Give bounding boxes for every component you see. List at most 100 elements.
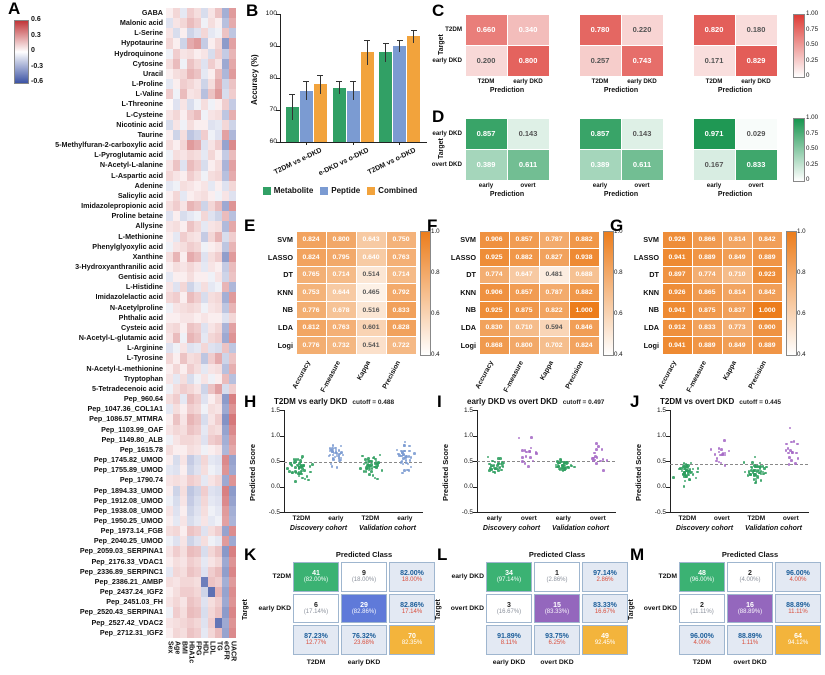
panel-c-label: C [432, 1, 445, 20]
heatmap-cell [208, 322, 215, 334]
data-point [303, 469, 306, 472]
table-row-label: overt DKD [643, 604, 677, 612]
heatmap-cell [187, 302, 194, 313]
data-point [788, 426, 792, 430]
model-cell: 0.787 [539, 231, 569, 249]
data-point [331, 444, 335, 447]
panel-k: K Predicted Class Target T2DM early DKD 41(… [240, 545, 435, 675]
heatmap-cell [201, 262, 208, 273]
heatmap-row-label: Pep_2386.21_AMBP [94, 576, 163, 586]
panel-j: J T2DM vs overt DKD cutoff = 0.445 Predi… [626, 392, 825, 545]
heatmap-cell [201, 68, 208, 80]
panel-a-label: A [8, 0, 21, 18]
heatmap-cell [208, 241, 215, 252]
heatmap-cell [180, 201, 187, 212]
heatmap-cell [215, 414, 222, 425]
model-cell: 0.776 [296, 337, 326, 354]
data-point [400, 454, 403, 458]
data-point [530, 436, 533, 439]
heatmap-cell [229, 465, 236, 476]
data-point [339, 451, 343, 455]
heatmap-row-label: Pep_1149.80_ALB [101, 434, 163, 444]
model-row-label: NB [465, 305, 476, 315]
heatmap-row-label: N-Acetylproline [109, 302, 163, 312]
heatmap-cell [215, 444, 222, 456]
heatmap-cell [208, 627, 215, 638]
heatmap-cell [201, 373, 208, 384]
heatmap-cell [166, 89, 173, 100]
heatmap-cell [229, 424, 236, 435]
heatmap-cell [173, 292, 180, 303]
heatmap-cell [173, 241, 180, 252]
x-tick-label: overt [589, 515, 606, 522]
matrix-cell: 0.833 [735, 149, 777, 180]
data-point [490, 464, 493, 467]
data-point [762, 472, 765, 476]
model-cell: 0.875 [509, 301, 539, 319]
matrix-cell: 0.829 [735, 45, 777, 76]
heatmap-cell [187, 444, 194, 456]
heatmap-cell [187, 150, 194, 161]
data-point [375, 462, 378, 466]
heatmap-cell [173, 129, 180, 141]
cell-value: 64 [794, 633, 802, 641]
y-axis-label: Predicted Score [634, 443, 643, 501]
colorbar-tick: 0 [31, 47, 35, 54]
cutoff-label: cutoff = 0.488 [352, 399, 395, 406]
model-cell: 0.688 [569, 266, 599, 284]
legend-label: Peptide [331, 186, 361, 195]
heatmap-cell [180, 607, 187, 618]
model-row-label: SVM [277, 235, 293, 244]
model-cell: 0.647 [509, 266, 539, 284]
heatmap-row-label: Pep_2437.24_IGF2 [99, 587, 163, 597]
panel-e: E SVM LASSO DT KNN NB LDA Logi 0.824 0.800 0.643 0… [240, 215, 440, 394]
data-point [754, 480, 758, 483]
heatmap-cell [173, 516, 180, 527]
heatmap-cell [215, 546, 222, 557]
model-cell: 0.865 [692, 284, 722, 301]
heatmap-cell [187, 201, 194, 212]
heatmap-cell [173, 119, 180, 130]
heatmap-cell [208, 536, 215, 547]
heatmap-cell [201, 383, 208, 395]
table-cell: 91.89% 8.11% [486, 625, 532, 655]
heatmap-cell [201, 79, 208, 90]
panel-b: B Accuracy (%) 100 90 80 70 60 T2DM vs e-DKD e… [240, 0, 430, 215]
matrix-row-label: overt DKD [431, 161, 462, 168]
data-point [558, 467, 561, 471]
heatmap-cell [222, 546, 229, 557]
heatmap-cell [208, 292, 215, 303]
heatmap-cell [187, 190, 194, 202]
model-cell: 0.710 [509, 319, 539, 337]
heatmap-cell [173, 221, 180, 232]
heatmap-cell [166, 201, 173, 212]
heatmap-cell [215, 89, 222, 100]
matrix-cell: 0.820 [693, 14, 735, 45]
heatmap-cell [208, 282, 215, 293]
colorbar [793, 14, 805, 78]
data-point [761, 465, 765, 468]
data-point [747, 471, 751, 474]
data-point [305, 475, 309, 478]
heatmap-cell [229, 211, 236, 222]
data-point [790, 440, 793, 444]
table-cell: 87.23% 12.77% [293, 625, 339, 655]
heatmap-cell [194, 170, 201, 181]
heatmap-cell [222, 465, 229, 476]
table-col-label: overt DKD [540, 658, 574, 666]
data-point [334, 446, 337, 450]
heatmap-cell [187, 485, 194, 496]
matrix-col-label: early [592, 182, 608, 189]
data-point [335, 452, 339, 455]
heatmap-cell [215, 424, 222, 435]
plot-title-row: early DKD vs overt DKD cutoff = 0.497 [467, 397, 604, 406]
panel-l-label: L [437, 545, 448, 564]
heatmap-row-label: Phthalic acid [118, 312, 163, 322]
heatmap-col-label: HbA1c [187, 640, 195, 664]
heatmap-cell [187, 526, 194, 537]
heatmap-cell [215, 251, 222, 262]
heatmap-cell [215, 211, 222, 222]
data-point [332, 451, 336, 455]
data-point [717, 460, 721, 464]
y-tick-label: 1.5 [656, 406, 666, 414]
